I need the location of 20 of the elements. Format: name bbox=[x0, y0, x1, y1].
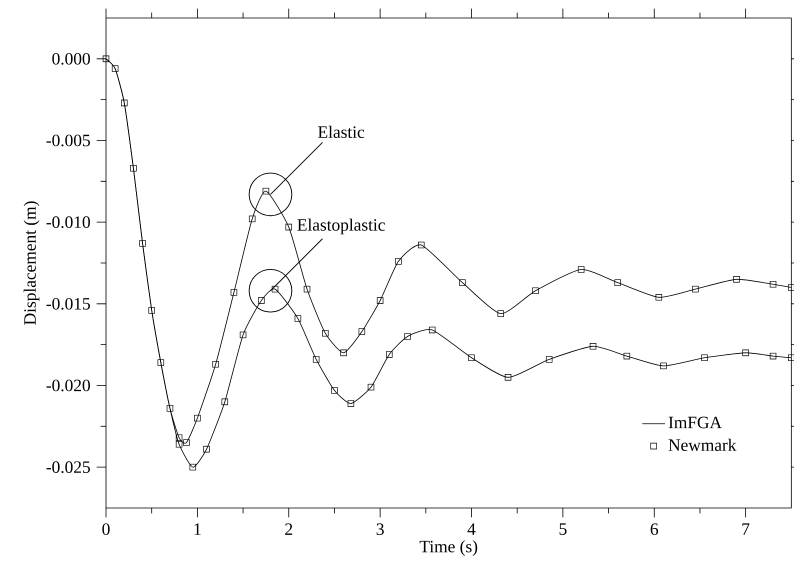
x-tick-label: 5 bbox=[560, 523, 567, 535]
annotation: Elastic bbox=[318, 126, 364, 138]
y-tick-label: -0.005 bbox=[46, 134, 90, 146]
y-axis-title: Displacement (m) bbox=[24, 201, 40, 325]
legend-label: Newmark bbox=[668, 438, 736, 451]
y-tick-label: -0.015 bbox=[46, 298, 90, 310]
annotation: Elastoplastic bbox=[297, 218, 385, 234]
x-tick-label: 6 bbox=[650, 523, 658, 536]
y-tick-label: 0.000 bbox=[52, 52, 90, 65]
x-tick-label: 0 bbox=[102, 523, 110, 536]
x-tick-label: 4 bbox=[468, 523, 476, 535]
y-tick-label: -0.010 bbox=[46, 216, 90, 228]
x-axis-title: Time (s) bbox=[420, 540, 478, 556]
x-tick-label: 2 bbox=[285, 523, 292, 535]
x-tick-label: 7 bbox=[742, 523, 750, 535]
legend-label: ImFGA bbox=[668, 416, 722, 428]
x-tick-label: 1 bbox=[194, 523, 201, 535]
x-tick-label: 3 bbox=[376, 523, 384, 536]
y-tick-label: -0.020 bbox=[46, 380, 90, 392]
y-tick-label: -0.025 bbox=[46, 461, 90, 474]
